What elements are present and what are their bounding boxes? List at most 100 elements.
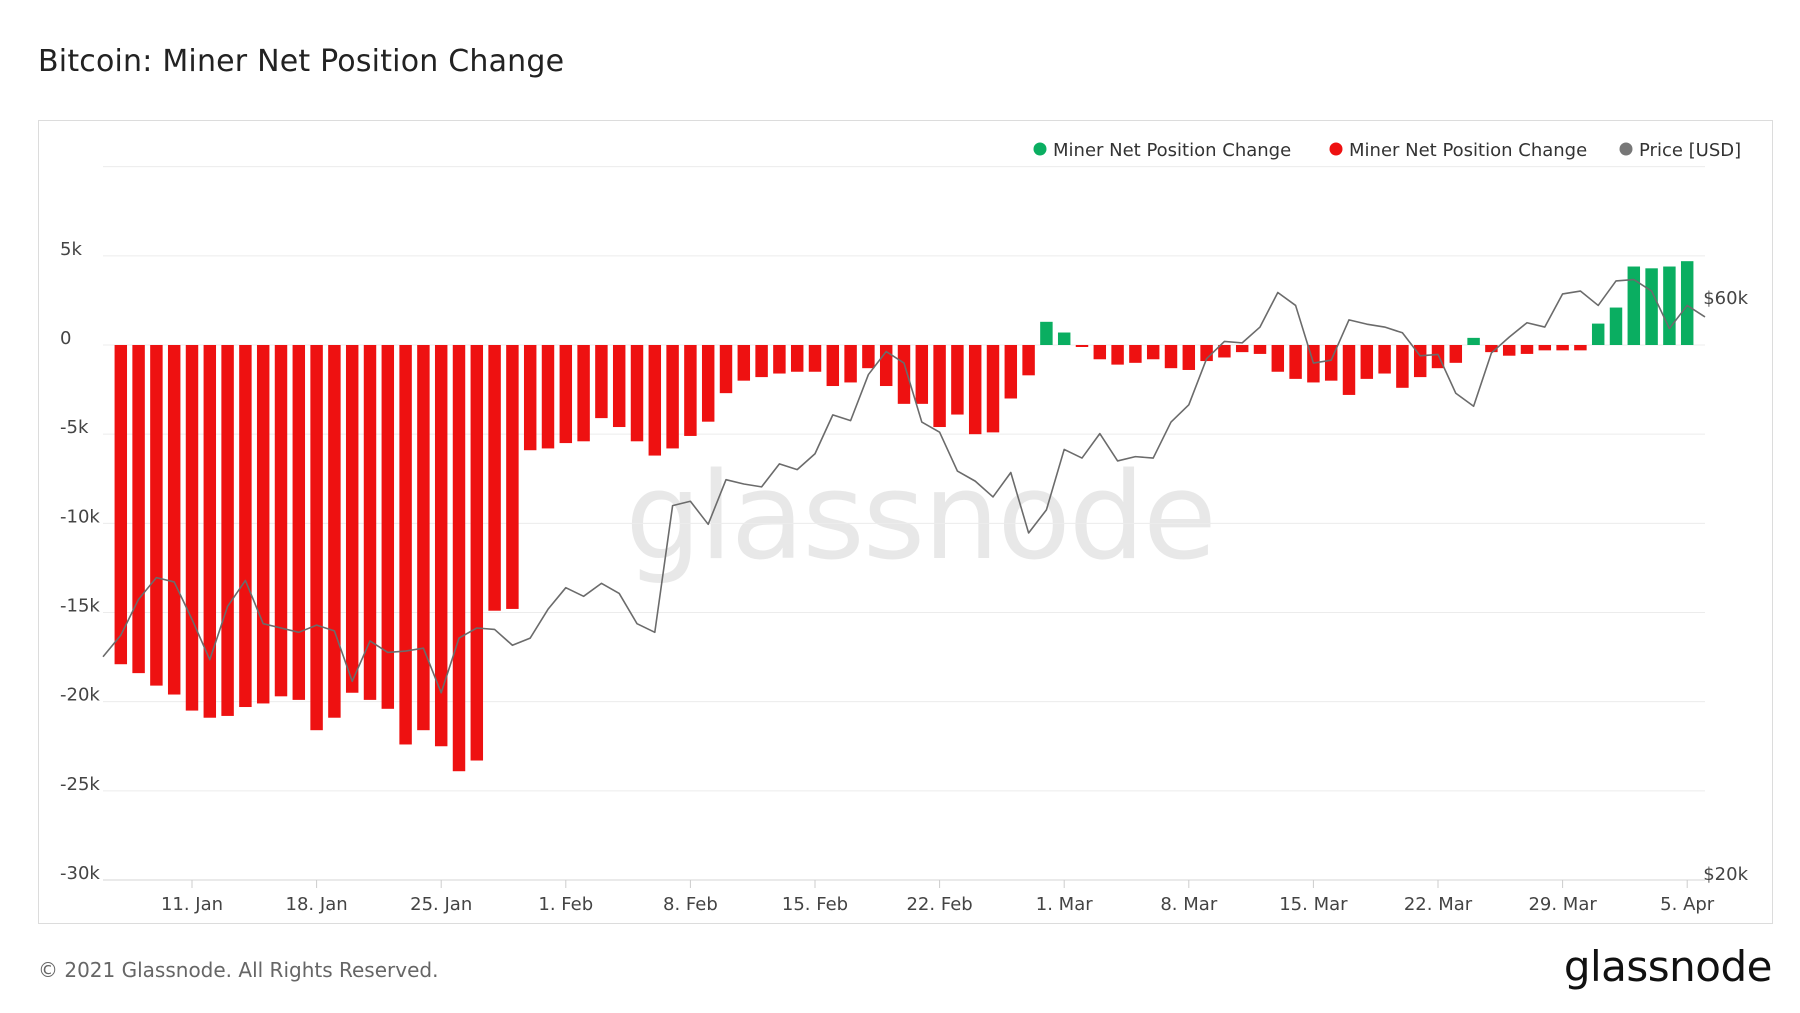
bar-positive bbox=[1680, 261, 1694, 345]
bar-positive bbox=[1645, 268, 1658, 345]
bar-positive bbox=[1467, 337, 1480, 345]
legend-layer: Miner Net Position Change Miner Net Posit… bbox=[1033, 140, 1741, 161]
bar-negative bbox=[701, 345, 715, 422]
bar-negative bbox=[541, 345, 555, 449]
legend-item: Miner Net Position Change bbox=[1329, 140, 1587, 161]
bar-negative bbox=[399, 345, 412, 745]
bar-negative bbox=[1200, 345, 1213, 362]
bar-negative bbox=[310, 345, 323, 731]
bar-negative bbox=[1574, 345, 1587, 351]
y-tick-label: -10k bbox=[60, 506, 100, 527]
bar-negative bbox=[737, 345, 751, 381]
bar-negative bbox=[470, 345, 484, 761]
legend-marker bbox=[1619, 142, 1633, 156]
y2-tick-label: $20k bbox=[1703, 864, 1748, 885]
legend-label: Price [USD] bbox=[1639, 140, 1741, 161]
bar-negative bbox=[719, 345, 733, 394]
bar-negative bbox=[1360, 345, 1374, 379]
bar-negative bbox=[1022, 345, 1035, 376]
x-tick-label: 8. Mar bbox=[1160, 894, 1217, 915]
x-tick-label: 1. Feb bbox=[538, 894, 593, 915]
bar-negative bbox=[1182, 345, 1196, 370]
bar-negative bbox=[951, 345, 964, 415]
x-tick-label: 8. Feb bbox=[663, 894, 718, 915]
bar-negative bbox=[595, 345, 608, 419]
legend-label: Miner Net Position Change bbox=[1349, 140, 1587, 161]
bar-negative bbox=[1004, 345, 1018, 399]
bar-negative bbox=[203, 345, 217, 718]
watermark-text: glassnode bbox=[625, 448, 1215, 587]
bar-negative bbox=[968, 345, 982, 435]
copyright-footer: © 2021 Glassnode. All Rights Reserved. bbox=[38, 958, 439, 982]
bar-positive bbox=[1627, 266, 1641, 345]
bar-negative bbox=[1342, 345, 1356, 395]
bar-negative bbox=[452, 345, 466, 772]
bar-negative bbox=[808, 345, 822, 372]
bar-positive bbox=[1057, 332, 1071, 345]
bar-negative bbox=[239, 345, 252, 708]
bar-negative bbox=[1164, 345, 1178, 369]
y-tick-label: 0 bbox=[60, 328, 71, 349]
bar-negative bbox=[256, 345, 270, 704]
bar-negative bbox=[1093, 345, 1107, 360]
bar-negative bbox=[1075, 345, 1089, 347]
bar-negative bbox=[1556, 345, 1569, 351]
x-tick-label: 18. Jan bbox=[286, 894, 348, 915]
bar-negative bbox=[167, 345, 181, 695]
bar-positive bbox=[1040, 321, 1053, 345]
bar-negative bbox=[790, 345, 804, 372]
bar-negative bbox=[844, 345, 857, 383]
bar-negative bbox=[612, 345, 626, 428]
axis-layer: 5k 0 -5k -10k -15k -20k -25k -30k $60k $20k 11. Ja… bbox=[60, 239, 1749, 915]
y-tick-label: -30k bbox=[60, 863, 100, 884]
y-tick-label: 5k bbox=[60, 239, 82, 260]
legend-item: Miner Net Position Change bbox=[1033, 140, 1291, 161]
legend-marker bbox=[1033, 142, 1047, 156]
bar-negative bbox=[915, 345, 929, 404]
bar-negative bbox=[434, 345, 448, 747]
bar-negative bbox=[1538, 345, 1552, 351]
bar-negative bbox=[114, 345, 128, 665]
legend-item: Price [USD] bbox=[1619, 140, 1741, 161]
bar-negative bbox=[1449, 345, 1463, 363]
bar-negative bbox=[1253, 345, 1267, 354]
bar-negative bbox=[274, 345, 288, 697]
bar-negative bbox=[1218, 345, 1231, 358]
bar-negative bbox=[363, 345, 377, 700]
bar-negative bbox=[345, 345, 359, 693]
bar-positive bbox=[1609, 307, 1623, 345]
chart-title: Bitcoin: Miner Net Position Change bbox=[38, 44, 565, 79]
x-tick-label: 15. Feb bbox=[782, 894, 848, 915]
bar-positive bbox=[1591, 323, 1605, 345]
bar-negative bbox=[577, 345, 590, 442]
bar-negative bbox=[381, 345, 395, 709]
y-tick-label: -25k bbox=[60, 774, 100, 795]
bar-positive bbox=[1663, 266, 1676, 345]
bar-negative bbox=[933, 345, 946, 428]
bar-negative bbox=[1111, 345, 1124, 365]
x-tick-label: 22. Mar bbox=[1404, 894, 1473, 915]
bar-negative bbox=[1396, 345, 1409, 388]
line-layer bbox=[102, 278, 1706, 694]
bar-negative bbox=[506, 345, 519, 609]
bar-negative bbox=[1520, 345, 1534, 354]
x-tick-label: 25. Jan bbox=[410, 894, 472, 915]
grid-layer bbox=[103, 166, 1705, 881]
legend-marker bbox=[1329, 142, 1343, 156]
brand-logo[interactable]: glassnode bbox=[1563, 942, 1773, 991]
x-tick-label: 29. Mar bbox=[1528, 894, 1597, 915]
bar-negative bbox=[150, 345, 163, 686]
bar-negative bbox=[292, 345, 306, 700]
y-tick-label: -5k bbox=[60, 417, 89, 438]
bar-negative bbox=[1235, 345, 1249, 353]
bar-layer bbox=[114, 261, 1694, 772]
bar-negative bbox=[417, 345, 430, 731]
bar-negative bbox=[1502, 345, 1516, 356]
bar-negative bbox=[1146, 345, 1160, 360]
bar-negative bbox=[1129, 345, 1142, 363]
bar-negative bbox=[648, 345, 662, 456]
bar-negative bbox=[666, 345, 679, 449]
bar-negative bbox=[755, 345, 768, 378]
bar-negative bbox=[1485, 345, 1498, 353]
